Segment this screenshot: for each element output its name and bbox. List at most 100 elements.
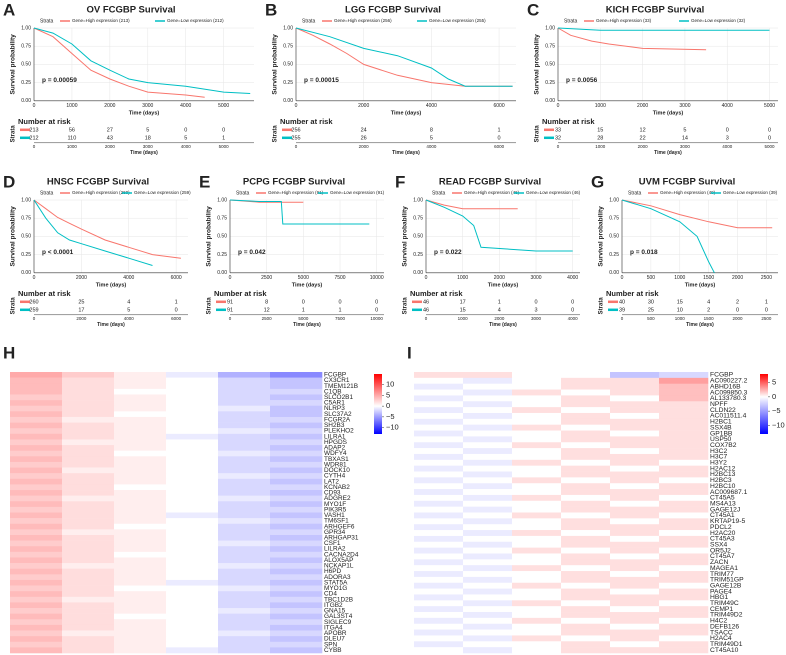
legend-label: Gene=High expression (91) [268,190,324,195]
colorbar-label: 10 [386,380,394,389]
heatmap-cell [610,565,660,572]
heatmap-cell [166,591,219,598]
heatmap-cell [463,412,513,420]
risk-x-tick-label: 0 [33,144,36,149]
heatmap-cell [561,612,611,619]
heatmap-cell [114,619,167,626]
risk-x-tick-label: 2000 [359,144,370,149]
risk-count: 8 [265,299,268,305]
legend-label: Gene=High expression (256) [334,18,392,23]
panel-letter: D [3,172,15,191]
heatmap-cell [512,418,562,425]
legend-label: Gene=High expression (46) [464,190,520,195]
y-axis-label: Survival probability [534,34,541,95]
risk-count: 0 [768,127,771,133]
legend-title: Strata [432,190,446,196]
heatmap-cell [659,623,709,630]
heatmap-cell [561,576,611,584]
heatmap-cell [218,501,271,508]
x-tick-label: 4000 [567,275,578,281]
risk-count: 0 [571,299,574,305]
heatmap-cell [166,636,219,643]
heatmap-cell [659,524,709,531]
heatmap-cell [561,401,611,408]
heatmap-cell [463,448,513,455]
row-label: HPGDS [324,439,348,446]
risk-x-tick-label: 0 [295,144,298,149]
row-label: CYBB [324,647,342,654]
heatmap-cell [610,430,660,437]
heatmap-cell [10,557,63,564]
x-tick-label: 2000 [732,275,743,281]
risk-x-tick-label: 7500 [335,316,346,321]
y-tick-label: 0.50 [21,62,31,68]
x-tick-label: 0 [621,275,624,281]
heatmap-cell [512,623,562,630]
row-label: H2BC10 [710,483,736,490]
heatmap-cell [218,422,271,429]
heatmap-cell [414,372,464,379]
heatmap-cell [561,407,611,414]
heatmap-cell [610,588,660,595]
heatmap-cell [270,473,323,480]
heatmap-cell [218,439,271,446]
heatmap-cell [270,394,323,401]
risk-count: 56 [69,127,75,133]
risk-count: 25 [78,299,84,305]
heatmap-cell [610,418,660,425]
heatmap-cell [659,372,709,379]
heatmap-cell [62,400,115,407]
row-label: GP1BB [710,430,733,437]
heatmap-cell [166,557,219,564]
heatmap-cell [512,477,562,484]
heatmap-cell [166,473,219,480]
heatmap-cell [659,477,709,484]
heatmap-cell [561,600,611,607]
heatmap-cell [512,436,562,443]
risk-count: 24 [361,127,367,133]
risk-x-label: Time (days) [654,150,682,156]
x-tick-label: 6000 [171,275,182,281]
heatmap-cell [62,591,115,598]
heatmap-cell [10,591,63,598]
heatmap-cell [218,636,271,643]
survival-curve [295,27,513,87]
x-tick-label: 500 [647,275,656,281]
x-tick-label: 5000 [298,275,309,281]
risk-count: 25 [648,307,654,313]
heatmap-cell [512,617,562,625]
heatmap-cell [218,428,271,435]
heatmap-cell [270,596,323,603]
risk-x-tick-label: 5000 [298,316,309,321]
heatmap-cell [610,600,660,607]
row-label: DOCK10 [324,467,350,474]
heatmap-cell [463,494,513,502]
heatmap-cell [62,484,115,491]
row-label: MYO1G [324,585,347,592]
panel-letter: C [527,0,539,19]
heatmap-cell [463,477,513,484]
heatmap-cell [659,641,709,648]
risk-count: 1 [222,135,225,141]
row-label: LAT2 [324,478,339,485]
heatmap-cell [610,559,660,566]
heatmap-cell [166,422,219,429]
row-label: CT45A10 [710,647,739,654]
risk-x-tick-label: 2000 [76,316,87,321]
panel-letter: I [407,343,412,362]
heatmap-cell [414,424,464,431]
heatmap-cell [512,471,562,478]
row-label: CX3CR1 [324,377,350,384]
row-label: H2AC12 [710,465,736,472]
panel-letter: F [395,172,405,191]
heatmap-cell [414,629,464,636]
heatmap-cell [512,407,562,414]
heatmap-cell [10,540,63,547]
heatmap-cell [463,600,513,607]
x-tick-label: 1000 [66,103,77,109]
heatmap-cell [270,506,323,513]
risk-count: 0 [375,299,378,305]
heatmap-cell [10,484,63,491]
heatmap-cell [512,489,562,496]
heatmap-cell [270,400,323,407]
